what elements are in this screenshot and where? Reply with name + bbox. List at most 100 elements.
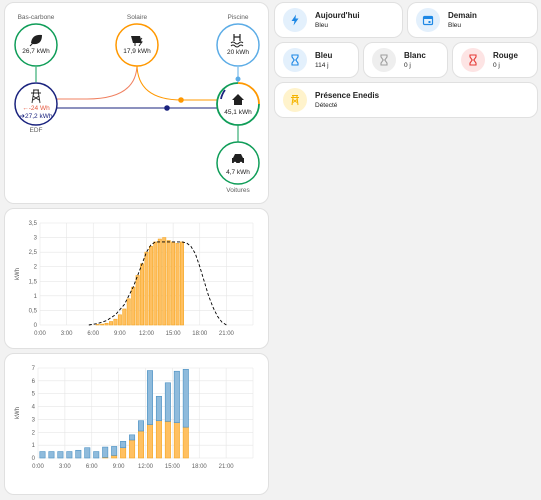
solar-bar [180,241,184,326]
x-tick-label: 3:00 [59,464,71,470]
pool-icon [230,34,244,48]
solar-forecast-chart-card: 0 0,5 1 1,5 2 2,5 3 3,5 0:00 3:00 6:00 9:00 12:00 15:… [4,208,269,349]
tile-tomorrow[interactable]: Demain Bleu [407,2,538,38]
solar-bar [171,241,176,326]
tile-red-state: 0 j [493,61,500,69]
grid-node[interactable] [14,82,58,126]
solar-bar [144,251,149,326]
y-axis-label: kWh [15,407,21,419]
x-tick-label: 12:00 [138,464,154,470]
grid-bar [39,451,46,459]
energy-flow-diagram: Bas-carbone 26,7 kWh Solaire 17,9 kWh Pi… [14,14,260,194]
lightning-icon [283,8,307,32]
solar-bar [153,241,158,326]
solar-bar [166,240,171,326]
grid-bar [182,368,189,428]
solar-bar [155,420,162,459]
grid-bar [102,446,109,458]
y-tick-label: 3,5 [29,221,38,227]
forecast-line [88,241,227,326]
solar-node[interactable] [115,23,159,67]
grid-bar [93,451,100,459]
tile-today-name: Aujourd'hui [315,10,360,20]
tile-blue-name: Bleu [315,50,333,60]
grid-bar [57,451,64,459]
tile-tomorrow-state: Bleu [448,21,462,29]
solar-bar [129,439,136,459]
y-tick-label: 3 [34,236,38,242]
y-tick-label: 1,5 [29,279,38,285]
grid-bar [138,420,145,432]
y-tick-label: 0 [34,323,38,329]
x-tick-label: 6:00 [86,464,98,470]
home-low-carbon-arc [216,82,260,126]
x-tick-label: 0:00 [34,331,46,337]
x-tick-label: 3:00 [61,331,73,337]
y-tick-label: 1 [32,443,36,449]
y-tick-label: 3 [32,417,36,423]
x-tick-label: 12:00 [139,331,155,337]
pool-label: Piscine [228,14,249,21]
solar-bar [146,424,153,459]
grid-bar [120,440,127,449]
solar-forecast-chart: 0 0,5 1 1,5 2 2,5 3 3,5 0:00 3:00 6:00 9:00 12:00 15:… [15,221,254,337]
solar-bar [100,323,105,326]
grid-flow-dot [164,105,170,111]
cars-label: Voitures [226,187,250,194]
tile-enedis-presence[interactable]: Présence Enedis Détecté [274,82,538,118]
low-carbon-node[interactable] [14,23,58,67]
x-tick-label: 18:00 [192,464,208,470]
solar-bar [164,421,171,459]
pool-node[interactable] [216,23,260,67]
tile-white-name: Blanc [404,50,426,60]
solar-bar [131,286,136,326]
solar-bar [157,238,162,326]
low-carbon-label: Bas-carbone [18,14,55,21]
x-tick-label: 15:00 [166,331,182,337]
calendar-icon [416,8,440,32]
cars-value: 4,7 kWh [226,169,250,176]
y-axis-label: kWh [15,268,21,280]
grid-bar [146,370,153,425]
hourglass-icon [461,48,485,72]
home-value: 45,1 kWh [224,109,252,116]
home-icon [232,94,244,105]
solar-bar [173,422,180,459]
grid-label: EDF [30,127,43,134]
grid-bar [84,447,91,459]
solar-to-grid-line [56,63,138,100]
solar-to-home-line [136,63,218,101]
solar-bar [140,263,145,326]
solar-bar [182,426,189,459]
tile-white-days[interactable]: Blanc 0 j [363,42,448,78]
tile-today[interactable]: Aujourd'hui Bleu [274,2,403,38]
energy-flow-card: Bas-carbone 26,7 kWh Solaire 17,9 kWh Pi… [4,2,269,204]
solar-bar [148,246,153,326]
x-tick-label: 0:00 [32,464,44,470]
y-tick-label: 0,5 [29,308,38,314]
x-tick-label: 18:00 [192,331,208,337]
y-tick-label: 1 [34,294,38,300]
hourglass-icon [372,48,396,72]
tile-red-name: Rouge [493,50,518,60]
energy-consumption-chart: 0 1 2 3 4 5 6 7 0:00 3:00 6:00 9:00 12:00 15:00 18:00 2… [15,366,254,470]
solar-bar [104,322,109,326]
y-tick-label: 2 [34,265,38,271]
y-tick-label: 2 [32,430,36,436]
y-tick-label: 2,5 [29,250,38,256]
solar-bar [113,318,118,326]
tile-today-state: Bleu [315,21,329,29]
solar-bar [162,237,167,326]
y-tick-label: 5 [32,392,36,398]
hourglass-icon [283,48,307,72]
solar-bar [138,430,145,459]
tile-blue-days[interactable]: Bleu 114 j [274,42,359,78]
tile-blue-state: 114 j [315,61,329,69]
x-tick-label: 21:00 [219,331,235,337]
tile-red-days[interactable]: Rouge 0 j [452,42,538,78]
home-grid-arc [220,89,226,100]
solar-bar [111,455,118,459]
grid-bar [164,382,171,422]
energy-consumption-chart-card: 0 1 2 3 4 5 6 7 0:00 3:00 6:00 9:00 12:00 15:00 18:00 2… [4,353,269,495]
leaf-icon [29,34,42,47]
